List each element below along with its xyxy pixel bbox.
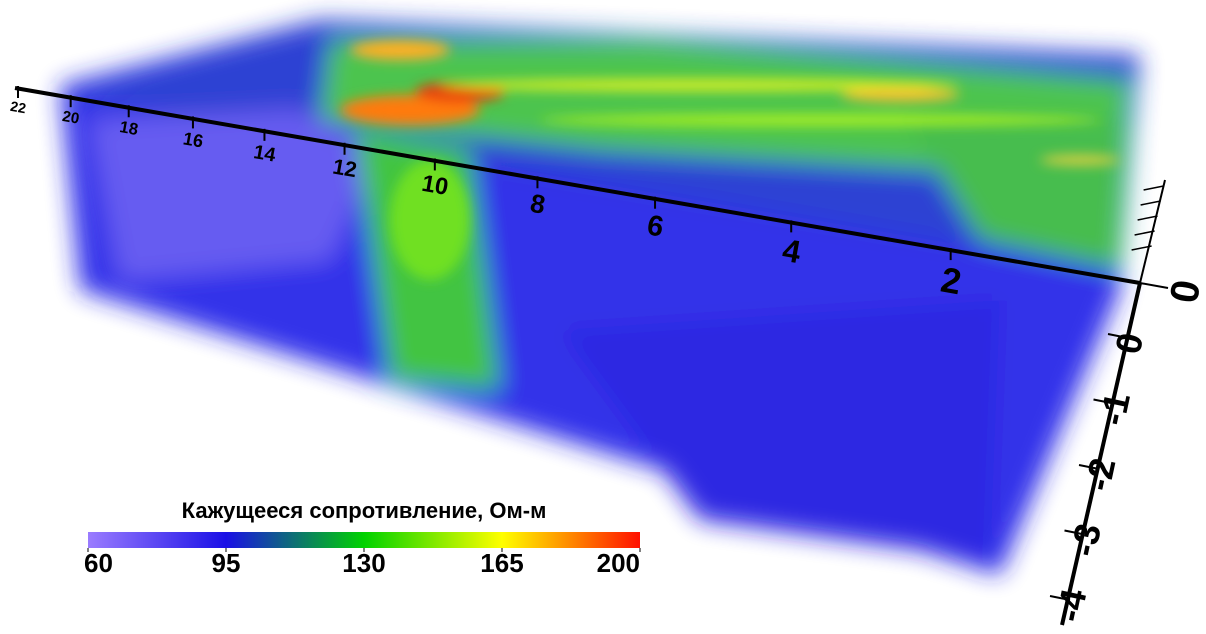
volume [60,20,1140,575]
x-tick-label: 16 [182,128,205,151]
colorbar-tick-label: 60 [84,548,113,578]
x-tick-label: 20 [61,108,81,128]
x-tick-label: 22 [9,98,27,116]
x-tick-label: 12 [331,154,359,183]
z-tick-label: -1 [1091,389,1138,429]
z-tick-label: 0 [1107,329,1151,357]
x-tick-label: 10 [420,171,450,201]
colorbar [88,532,640,548]
colorbar-title: Кажущееся сопротивление, Ом-м [182,498,547,523]
z-tick-label: -3 [1062,520,1109,560]
minor-tick [1141,201,1161,205]
colorbar-tick-label: 130 [342,548,385,578]
z-tick-label: -2 [1077,454,1124,494]
z-tick-label: -4 [1048,585,1095,625]
x-tick-label: 18 [118,117,139,139]
colorbar-tick-label: 95 [212,548,241,578]
chart: Кажущееся сопротивление, Ом-м 60 95 130 165… [0,0,1206,634]
minor-tick [1144,186,1164,190]
y-tick-label: 0 [1162,277,1206,307]
x-tick-label: 14 [252,141,277,166]
colorbar-tick-label: 200 [597,548,640,578]
colorbar-tick-label: 165 [480,548,523,578]
